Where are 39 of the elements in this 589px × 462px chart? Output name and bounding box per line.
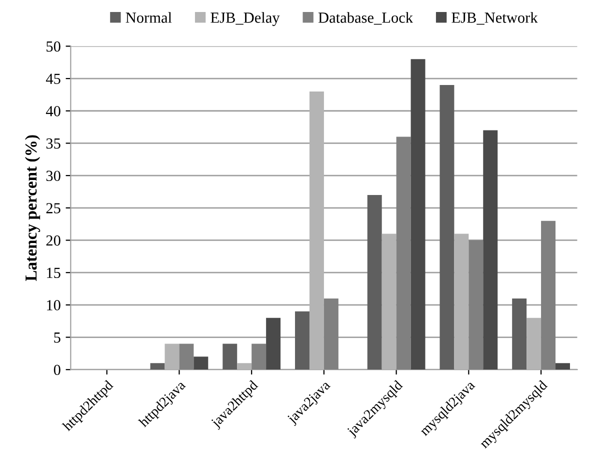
bar — [309, 91, 324, 370]
y-tick-label: 15 — [47, 268, 60, 278]
bar — [367, 194, 382, 370]
legend-label: EJB_Network — [452, 12, 538, 25]
y-tick-label: 0 — [54, 364, 60, 376]
bar — [222, 344, 238, 370]
bar — [410, 59, 426, 370]
y-tick-label: 30 — [46, 170, 60, 182]
bar — [483, 130, 498, 370]
y-tick-label: 25 — [46, 203, 60, 214]
legend-label: EJB_Delay — [210, 12, 280, 26]
bar — [468, 240, 484, 370]
bar — [252, 344, 266, 370]
y-tick-label: 5 — [54, 332, 60, 343]
bar — [454, 234, 469, 370]
bar — [164, 344, 180, 370]
y-tick-label: 35 — [46, 138, 60, 149]
bar — [324, 298, 338, 370]
y-tick-label: 10 — [47, 300, 60, 310]
bar — [295, 311, 310, 370]
bar — [382, 234, 396, 370]
bar — [150, 363, 165, 370]
y-axis-title: Latency percent (%) — [24, 135, 40, 282]
bar — [237, 363, 252, 370]
bar — [541, 220, 556, 370]
bar — [440, 85, 454, 370]
bar — [526, 318, 542, 370]
y-tick-label: 20 — [46, 235, 60, 246]
y-tick-label: 50 — [46, 41, 60, 52]
bar — [266, 318, 281, 370]
bar — [396, 136, 411, 370]
legend-label: Normal — [126, 12, 172, 23]
y-tick-label: 40 — [46, 106, 60, 116]
y-tick-label: 45 — [46, 74, 60, 84]
bar — [556, 363, 570, 370]
bar — [179, 344, 194, 370]
legend-label: Database_Lock — [318, 12, 414, 25]
bar — [512, 298, 527, 370]
bar — [194, 356, 208, 370]
